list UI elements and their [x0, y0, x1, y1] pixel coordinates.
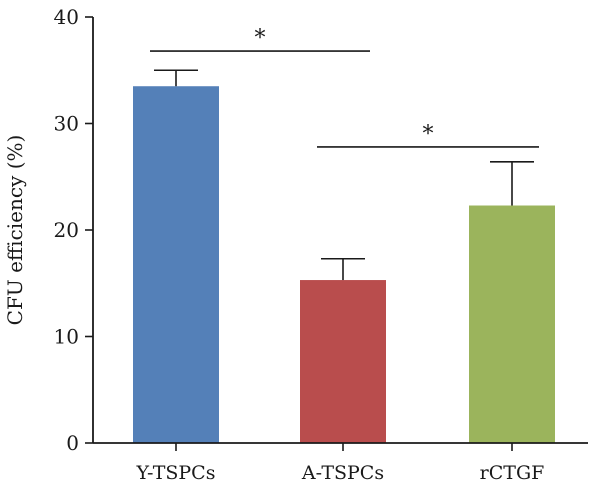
- y-tick-label: 30: [54, 112, 79, 136]
- x-axis: Y-TSPCs A-TSPCs rCTGF: [93, 442, 588, 484]
- bar-y-tspcs: [133, 86, 219, 443]
- bar-a-tspcs: [300, 280, 386, 443]
- bar-rctgf: [469, 205, 555, 443]
- x-tick-label: Y-TSPCs: [136, 462, 216, 484]
- y-tick-label: 20: [54, 218, 79, 242]
- x-tick-label: rCTGF: [480, 462, 545, 484]
- y-tick-label: 40: [54, 5, 79, 29]
- significance-star: *: [423, 122, 434, 147]
- y-axis-title: CFU efficiency (%): [3, 135, 27, 326]
- x-tick-label: A-TSPCs: [301, 462, 384, 484]
- y-axis: 0 10 20 30 40: [54, 5, 94, 455]
- bars: [133, 86, 555, 443]
- y-tick-label: 0: [66, 431, 79, 455]
- significance-star: *: [255, 26, 266, 51]
- y-tick-label: 10: [54, 325, 79, 349]
- error-bars: [154, 69, 534, 281]
- significance-brackets: **: [150, 26, 539, 148]
